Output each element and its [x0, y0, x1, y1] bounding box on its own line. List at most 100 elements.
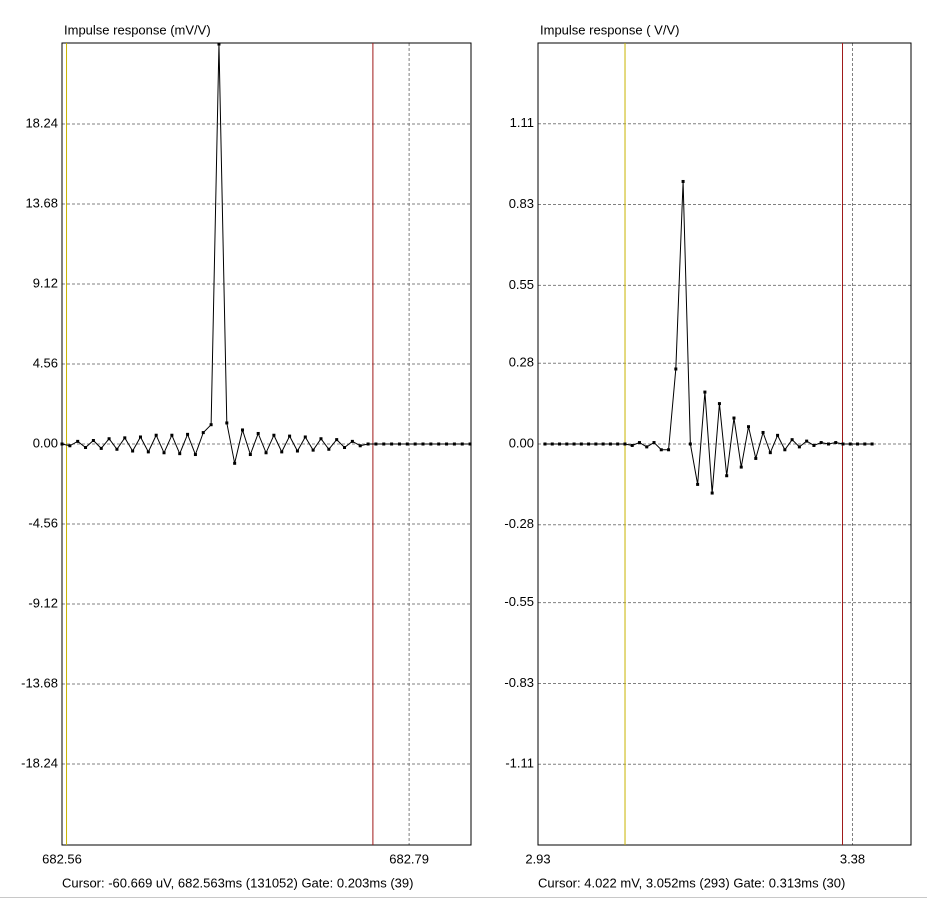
y-tick-label: 1.11: [510, 115, 534, 130]
status-text: Cursor: -60.669 uV, 682.563ms (131052) G…: [62, 875, 413, 890]
data-point: [579, 442, 583, 446]
status-text: Cursor: 4.022 mV, 3.052ms (293) Gate: 0.…: [538, 875, 845, 890]
y-tick-label: -4.56: [28, 515, 58, 530]
data-point: [319, 437, 323, 441]
x-tick-label: 3.38: [840, 851, 865, 866]
data-point: [652, 441, 656, 445]
data-point: [382, 442, 386, 446]
data-point: [637, 441, 641, 445]
data-point: [193, 453, 197, 457]
y-tick-label: 0.00: [33, 435, 58, 450]
data-point: [209, 423, 213, 427]
data-point: [272, 433, 276, 437]
data-point: [115, 447, 119, 451]
data-point: [170, 433, 174, 437]
data-point: [335, 438, 339, 442]
data-point: [390, 442, 394, 446]
data-point: [225, 421, 229, 425]
data-point: [343, 446, 347, 450]
data-point: [623, 442, 627, 446]
data-point: [863, 442, 867, 446]
data-point: [601, 442, 605, 446]
data-point: [186, 432, 190, 436]
y-tick-label: -18.24: [21, 755, 58, 770]
data-point: [288, 434, 292, 438]
data-point: [413, 442, 417, 446]
data-point: [703, 390, 707, 394]
y-tick-label: -0.83: [504, 675, 534, 690]
data-point: [350, 439, 354, 443]
data-point: [558, 442, 562, 446]
y-tick-label: -0.55: [504, 594, 534, 609]
data-point: [468, 442, 472, 446]
x-tick-label: 2.93: [525, 851, 550, 866]
data-point: [790, 438, 794, 442]
data-point: [768, 451, 772, 455]
plot-frame: [537, 42, 912, 846]
data-point: [264, 451, 268, 455]
y-tick-label: 9.12: [33, 275, 58, 290]
y-tick-label: 0.55: [509, 277, 534, 292]
data-point: [162, 451, 166, 455]
data-point: [841, 442, 845, 446]
data-point: [870, 442, 874, 446]
data-point: [303, 435, 307, 439]
data-point: [848, 442, 852, 446]
data-point: [761, 430, 765, 434]
data-point: [783, 448, 787, 452]
data-point: [374, 442, 378, 446]
data-point: [565, 442, 569, 446]
data-point: [754, 456, 758, 460]
data-point: [405, 442, 409, 446]
data-point: [812, 443, 816, 447]
data-point: [630, 443, 634, 447]
data-point: [91, 438, 95, 442]
data-point: [280, 450, 284, 454]
data-point: [327, 447, 331, 451]
data-point: [725, 474, 729, 478]
data-point: [805, 439, 809, 443]
data-point: [572, 442, 576, 446]
data-point: [732, 416, 736, 420]
y-tick-label: 18.24: [25, 115, 58, 130]
data-point: [826, 442, 830, 446]
data-point: [543, 442, 547, 446]
data-point: [819, 441, 823, 445]
data-point: [616, 442, 620, 446]
data-point: [667, 448, 671, 452]
data-point: [681, 179, 685, 183]
data-point: [659, 448, 663, 452]
data-point: [460, 442, 464, 446]
data-point: [233, 461, 237, 465]
chart-title: Impulse response (mV/V): [64, 22, 211, 37]
data-point: [146, 450, 150, 454]
data-point: [397, 442, 401, 446]
data-point: [178, 452, 182, 456]
data-point: [776, 433, 780, 437]
data-point: [311, 448, 315, 452]
x-tick-label: 682.56: [42, 851, 82, 866]
data-point: [445, 442, 449, 446]
data-point: [674, 367, 678, 371]
data-point: [710, 491, 714, 495]
data-point: [429, 442, 433, 446]
data-point: [217, 42, 221, 46]
data-point: [717, 402, 721, 406]
data-point: [123, 436, 127, 440]
y-tick-label: 0.00: [509, 435, 534, 450]
data-point: [645, 445, 649, 449]
data-point: [76, 439, 80, 443]
data-point: [248, 453, 252, 457]
y-tick-label: -1.11: [505, 756, 534, 771]
y-tick-label: 4.56: [33, 355, 58, 370]
data-point: [131, 449, 135, 453]
data-point: [688, 442, 692, 446]
data-point: [84, 446, 88, 450]
data-point: [587, 442, 591, 446]
data-point: [138, 435, 142, 439]
data-point: [421, 442, 425, 446]
data-point: [856, 442, 860, 446]
data-point: [68, 444, 72, 448]
